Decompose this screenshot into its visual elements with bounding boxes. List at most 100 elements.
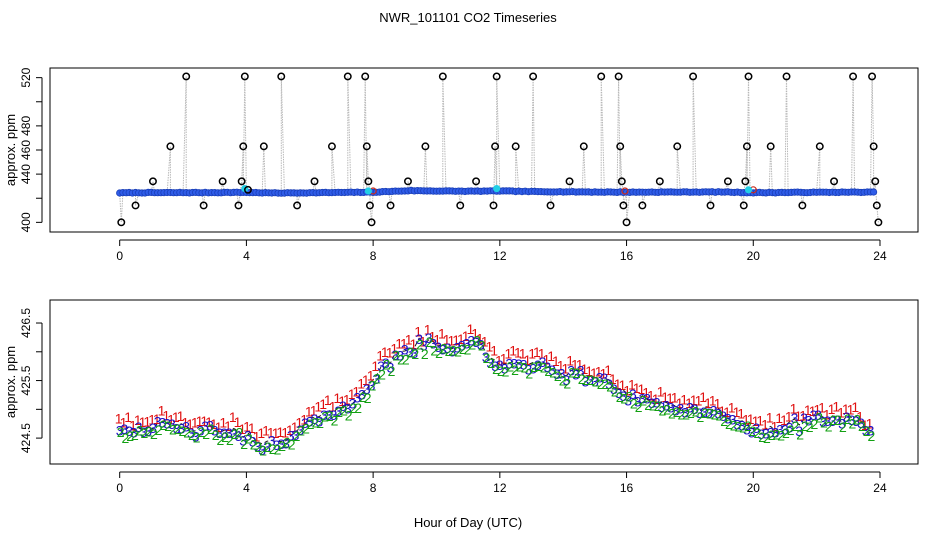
series-2-marker: 2: [141, 425, 149, 441]
series-1-marker: 1: [671, 390, 679, 406]
series-1-marker: 1: [457, 331, 465, 347]
series-1-marker: 1: [395, 335, 403, 351]
series-2-marker: 2: [540, 360, 548, 376]
series-3-marker: 3: [420, 337, 428, 353]
series-2-marker: 2: [525, 365, 533, 381]
series-2-marker: 2: [692, 403, 700, 419]
series-1-marker: 1: [486, 339, 494, 355]
y-tick-label: 425.5: [19, 365, 33, 395]
series-3-marker: 3: [558, 365, 566, 381]
series-2-marker: 2: [720, 413, 728, 429]
series-3-marker: 3: [330, 407, 338, 423]
series-1-marker: 1: [680, 392, 688, 408]
series-3-marker: 3: [372, 371, 380, 387]
series-1-marker: 1: [253, 428, 261, 444]
series-2-marker: 2: [164, 418, 172, 434]
series-2-marker: 2: [492, 361, 500, 377]
y-tick-label: 400: [19, 212, 33, 232]
spike-point: [367, 218, 376, 227]
series-3-marker: 3: [482, 349, 490, 365]
series-1-marker: 1: [619, 377, 627, 393]
series-1-marker: 1: [143, 413, 151, 429]
series-3-marker: 3: [738, 417, 746, 433]
series-1-marker: 1: [557, 358, 565, 374]
series-2-marker: 2: [359, 389, 367, 405]
spike-point: [868, 72, 877, 81]
series-2-marker: 2: [445, 343, 453, 359]
series-trace: [119, 337, 871, 445]
series-2-marker: 2: [687, 405, 695, 421]
series-3-marker: 3: [677, 401, 685, 417]
series-1-marker: 1: [257, 425, 265, 441]
series-trace: [119, 76, 879, 223]
series-2-marker: 2: [354, 400, 362, 416]
series-3-marker: 3: [510, 355, 518, 371]
series-1-marker: 1: [847, 402, 855, 418]
series-3-marker: 3: [382, 355, 390, 371]
bottom-plot-box: [49, 299, 919, 465]
series-1-marker: 1: [424, 322, 432, 338]
series-2-marker: 2: [217, 432, 225, 448]
spike-point: [310, 177, 319, 186]
spike-point: [489, 201, 498, 210]
series-2-marker: 2: [136, 423, 144, 439]
series-3-marker: 3: [163, 416, 171, 432]
series-1-marker: 1: [462, 328, 470, 344]
series-1-marker: 1: [695, 393, 703, 409]
series-2-marker: 2: [226, 432, 234, 448]
y-tick-label: 520: [19, 67, 33, 87]
spike-point: [218, 177, 227, 186]
series-3-marker: 3: [344, 401, 352, 417]
series-3-marker: 3: [658, 399, 666, 415]
series-1-marker: 1: [438, 326, 446, 342]
series-3-marker: 3: [130, 425, 138, 441]
series-1-marker: 1: [775, 410, 783, 426]
series-3-marker: 3: [453, 340, 461, 356]
series-1-marker: 1: [172, 409, 180, 425]
series-2-marker: 2: [730, 418, 738, 434]
series-2-marker: 2: [549, 365, 557, 381]
series-1-marker: 1: [333, 390, 341, 406]
series-2-marker: 2: [597, 376, 605, 392]
series-3-marker: 3: [591, 374, 599, 390]
series-1-marker: 1: [818, 400, 826, 416]
series-2-marker: 2: [183, 425, 191, 441]
series-1-marker: 1: [210, 416, 218, 432]
series-1-marker: 1: [718, 403, 726, 419]
series-2-marker: 2: [844, 411, 852, 427]
series-1-marker: 1: [129, 417, 137, 433]
series-3-marker: 3: [211, 423, 219, 439]
series-3-marker: 3: [315, 414, 323, 430]
spike-point: [361, 72, 370, 81]
series-2-marker: 2: [749, 423, 757, 439]
series-2-marker: 2: [454, 344, 462, 360]
baseline-point: [869, 188, 878, 196]
y-tick-label: 460: [19, 140, 33, 160]
series-1-marker: 1: [219, 414, 227, 430]
series-3-marker: 3: [472, 334, 480, 350]
series-2-marker: 2: [264, 439, 272, 455]
series-1-marker: 1: [690, 392, 698, 408]
series-3-marker: 3: [144, 423, 152, 439]
series-1-marker: 1: [771, 419, 779, 435]
spike-point: [689, 72, 698, 81]
series-2-marker: 2: [654, 398, 662, 414]
series-1-marker: 1: [590, 365, 598, 381]
series-1-marker: 1: [794, 408, 802, 424]
series-3-marker: 3: [681, 405, 689, 421]
series-1-marker: 1: [533, 344, 541, 360]
series-3-marker: 3: [220, 425, 228, 441]
series-3-marker: 3: [819, 413, 827, 429]
series-3-marker: 3: [639, 390, 647, 406]
series-2-marker: 2: [245, 431, 253, 447]
series-2-marker: 2: [369, 378, 377, 394]
series-2-marker: 2: [611, 384, 619, 400]
series-3-marker: 3: [800, 410, 808, 426]
spike-point: [491, 142, 500, 151]
series-3-marker: 3: [197, 423, 205, 439]
series-1-marker: 1: [310, 403, 318, 419]
series-2-marker: 2: [801, 418, 809, 434]
series-1-marker: 1: [238, 421, 246, 437]
